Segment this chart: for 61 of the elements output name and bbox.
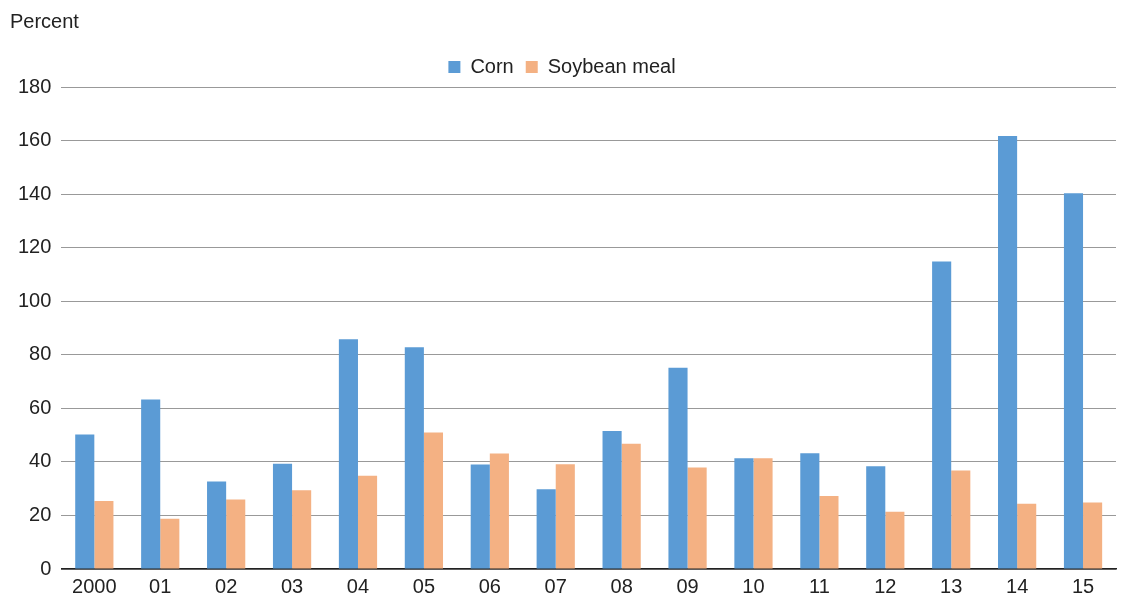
bar [1083,502,1103,569]
bar [160,518,180,569]
x-tick-label: 04 [346,574,370,597]
x-tick-label: 07 [544,574,567,597]
bar [357,475,378,569]
x-tick-label: 10 [742,574,765,597]
bar [687,467,707,569]
bar [998,136,1018,569]
x-tick-label: 11 [809,574,830,597]
bar [734,458,754,569]
y-tick-label: 120 [17,235,52,258]
y-tick-label: 80 [29,342,52,365]
legend-label: Corn [470,54,514,77]
bar [470,464,490,569]
bar [292,490,312,569]
legend-label: Soybean meal [547,54,676,77]
bar [141,399,161,569]
x-tick-label: 2000 [72,574,117,597]
bar [489,453,509,569]
x-tick-label: 03 [280,574,304,597]
y-tick-label: 160 [17,128,52,151]
x-tick-label: 15 [1071,574,1095,597]
bar [753,458,773,569]
x-tick-label: 02 [215,574,238,597]
x-tick-label: 08 [610,574,633,597]
bar [75,434,95,569]
bar [621,443,641,569]
bar [338,339,358,569]
bar [932,261,952,569]
bar [1017,503,1037,569]
x-tick-label: 09 [676,574,699,597]
x-tick-label: 05 [412,574,436,597]
y-axis-title: Percent [10,10,79,33]
bar [272,463,293,569]
y-tick-label: 60 [29,395,52,418]
bar [226,499,246,569]
bar [94,500,114,569]
x-tick-label: 06 [478,574,501,597]
bar [800,453,820,569]
y-tick-label: 0 [40,556,52,579]
y-tick-label: 40 [29,449,52,472]
bar [866,466,886,569]
x-tick-label: 14 [1006,574,1029,597]
bar [1063,193,1084,569]
x-tick-label: 01 [149,574,172,597]
x-tick-label: 13 [940,574,963,597]
bar [536,489,556,569]
y-tick-label: 100 [17,288,52,311]
bar [602,431,622,569]
bar [951,470,971,569]
x-tick-label: 12 [874,574,897,597]
y-tick-label: 180 [17,74,52,97]
bar [885,511,905,569]
bar [819,495,839,569]
bar [668,367,688,569]
bar [555,464,575,569]
bar [423,432,444,569]
y-tick-label: 20 [29,502,52,525]
bar [404,347,424,569]
bar [207,481,227,569]
y-tick-label: 140 [17,181,52,204]
